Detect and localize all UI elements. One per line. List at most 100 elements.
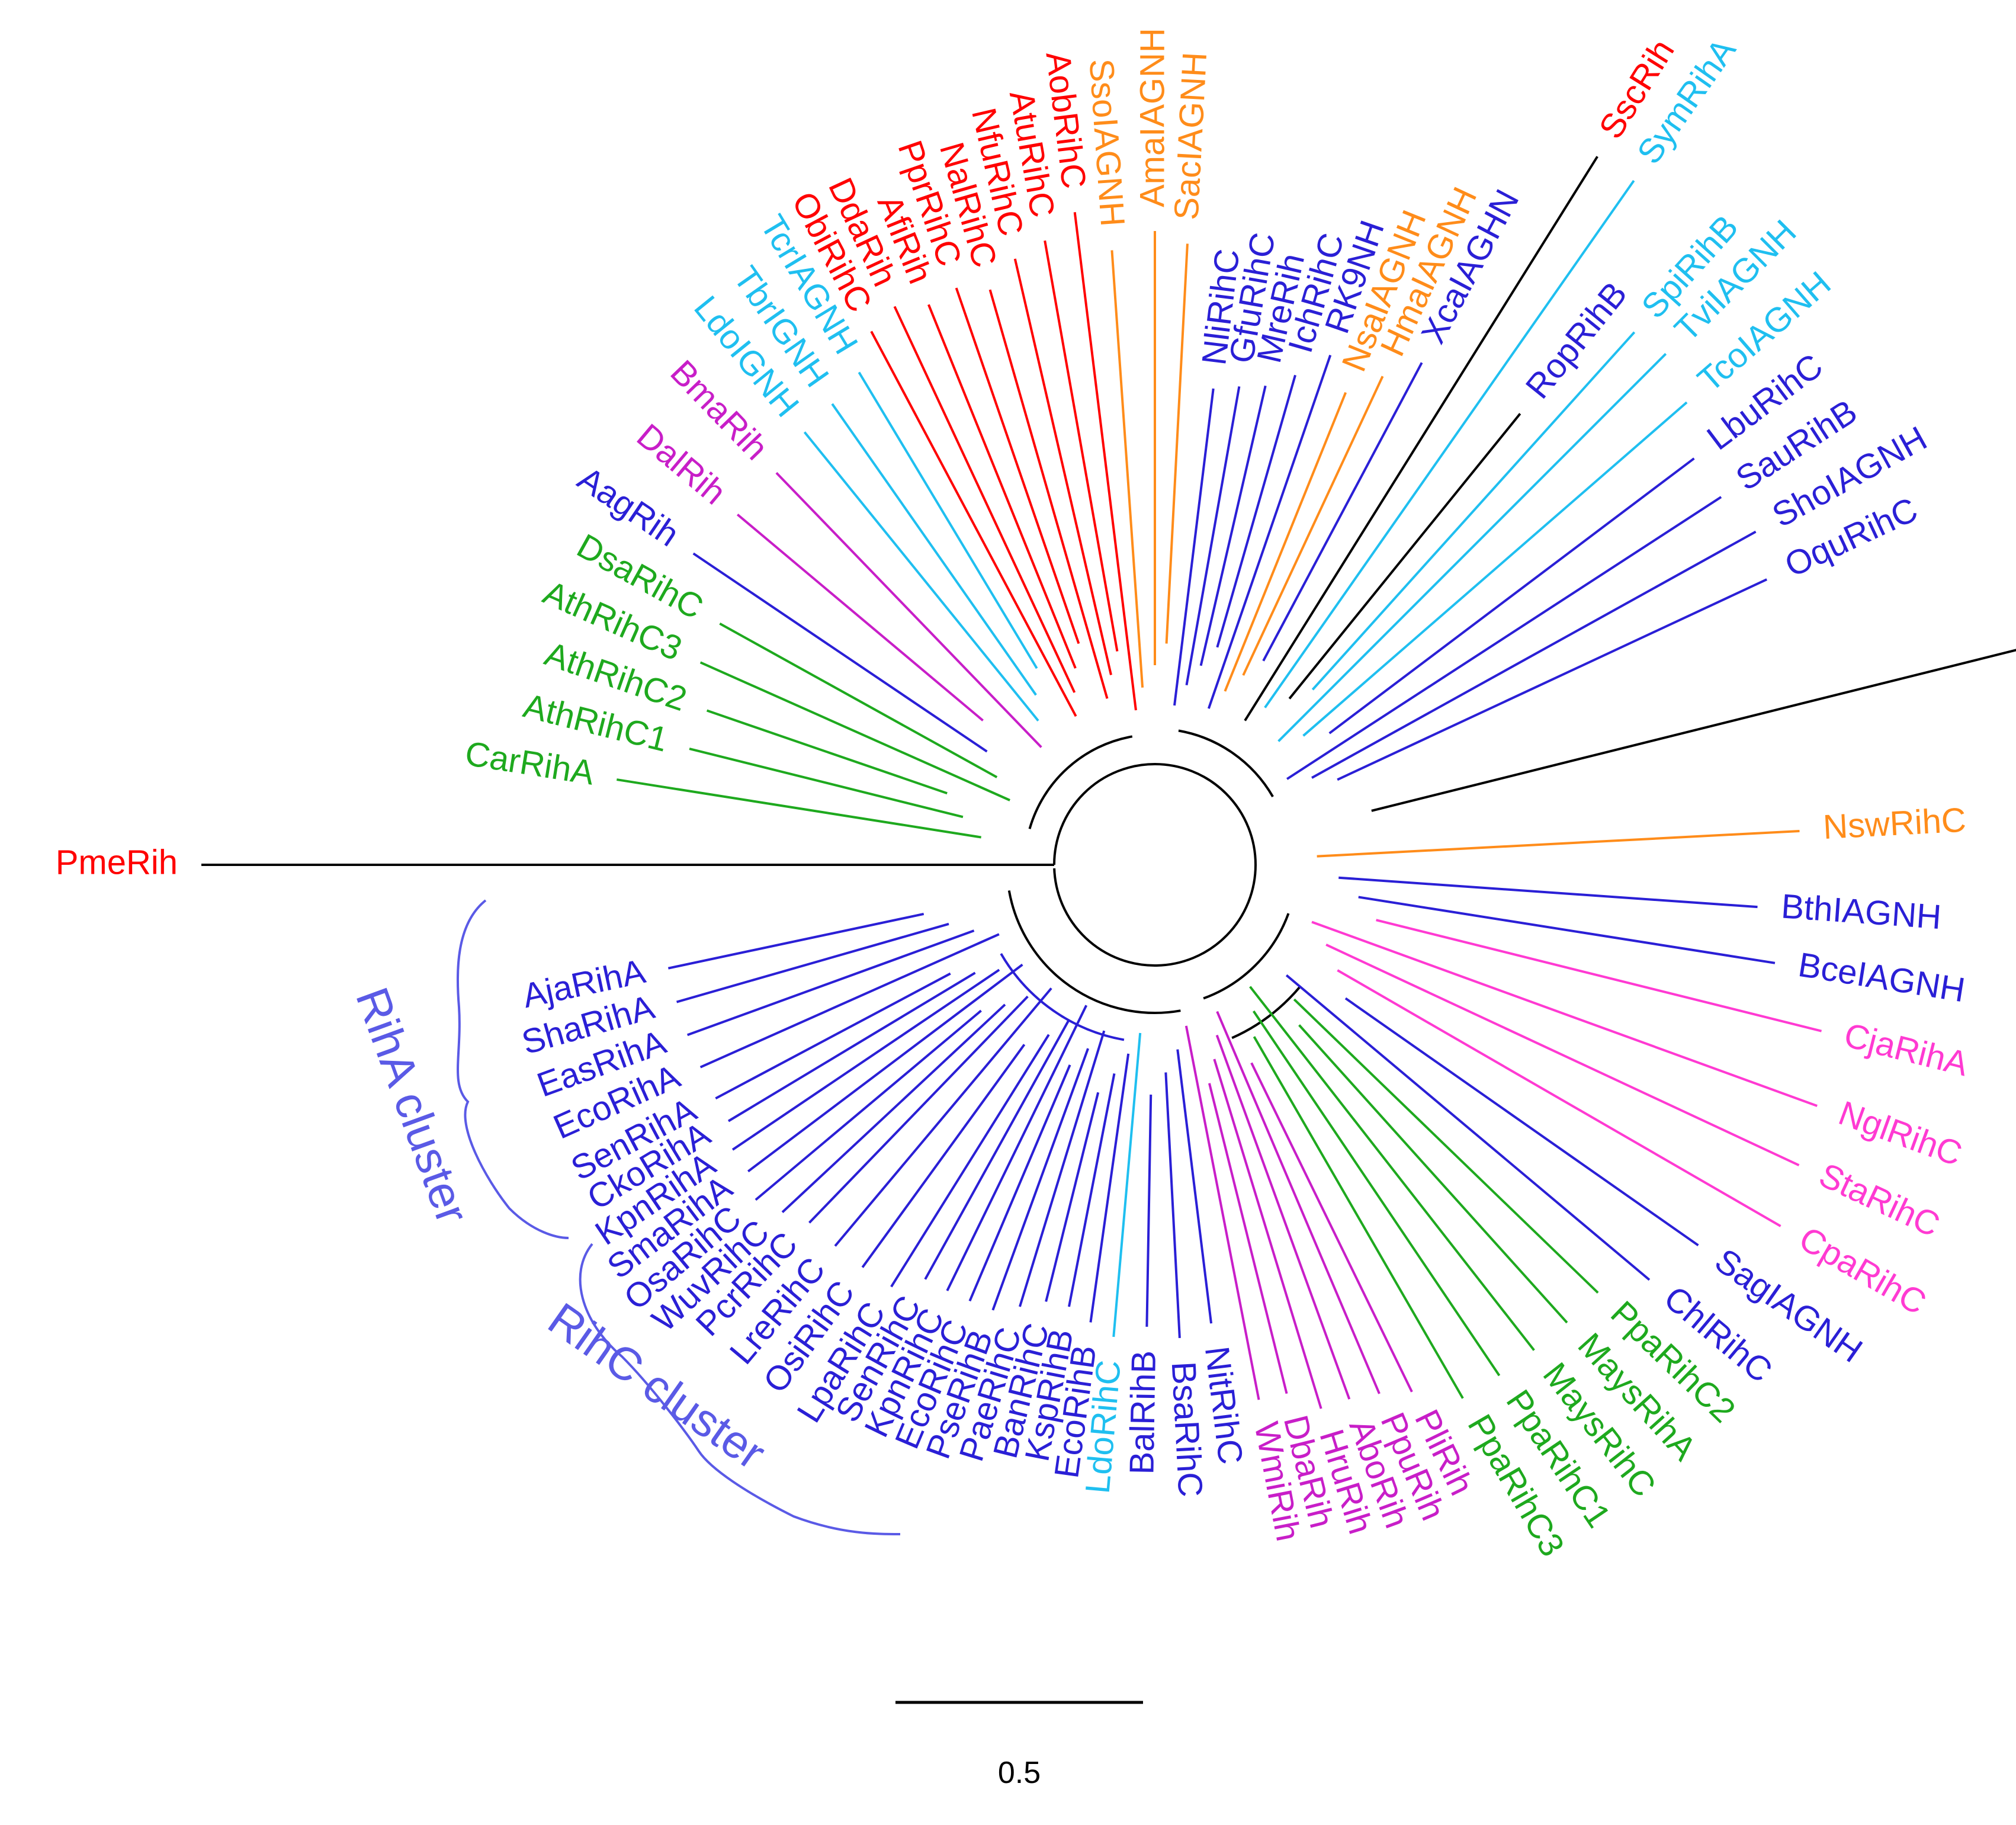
leaf-branch bbox=[667, 913, 924, 970]
scale-bar-label: 0.5 bbox=[998, 1756, 1041, 1790]
leaf-branch bbox=[727, 971, 976, 1122]
leaf-branch bbox=[1253, 1036, 1464, 1399]
leaf-branch bbox=[991, 1048, 1090, 1311]
leaf-branch bbox=[719, 623, 998, 778]
tree-arc bbox=[1203, 913, 1290, 1000]
leaf-branch bbox=[1216, 374, 1296, 648]
leaf-branch bbox=[692, 552, 988, 753]
leaf-branch bbox=[686, 929, 975, 1037]
leaf-branch bbox=[968, 1064, 1071, 1302]
leaf-branch bbox=[1044, 240, 1119, 652]
leaf-branch bbox=[689, 748, 964, 819]
leaf-labels: PmeRihCarRihAAthRihC1AthRihC2AthRihC3Dsa… bbox=[56, 28, 1972, 1563]
leaf-branch bbox=[1215, 1034, 1351, 1400]
leaf-branch bbox=[736, 514, 984, 721]
leaf-branch bbox=[1337, 578, 1768, 781]
leaf-label: BalRihB bbox=[1122, 1350, 1163, 1475]
leaf-branch bbox=[1302, 401, 1688, 737]
rihc-cluster-brace bbox=[579, 1243, 901, 1535]
leaf-branch bbox=[1338, 876, 1758, 909]
leaf-label: BthIAGNH bbox=[1780, 887, 1943, 936]
leaf-branch bbox=[1317, 829, 1800, 858]
leaf-branch bbox=[1311, 530, 1757, 779]
leaf-branch bbox=[1216, 1011, 1381, 1394]
tree-arc bbox=[1028, 735, 1133, 829]
leaf-branch bbox=[1298, 1024, 1568, 1324]
leaf-branch bbox=[831, 403, 1037, 696]
leaf-branch bbox=[890, 1034, 1050, 1288]
leaf-branch bbox=[927, 304, 1077, 669]
leaf-branch bbox=[1249, 986, 1535, 1351]
leaf-branch bbox=[1013, 258, 1112, 675]
leaf-branch bbox=[1145, 1094, 1153, 1327]
leaf-branch bbox=[706, 709, 948, 795]
leaf-label: BceIAGNH bbox=[1796, 945, 1967, 1010]
leaf-branch bbox=[870, 331, 1077, 717]
leaf-label: BsaRihC bbox=[1164, 1361, 1210, 1498]
leaf-branch bbox=[1262, 362, 1423, 662]
tree-arc bbox=[1178, 729, 1274, 798]
leaf-branch bbox=[1277, 352, 1667, 742]
leaf-branch bbox=[1213, 1059, 1322, 1409]
leaf-branch bbox=[1068, 1073, 1116, 1307]
leaf-branch bbox=[747, 963, 1023, 1173]
leaf-branch bbox=[1252, 1010, 1501, 1377]
leaf-branch bbox=[1110, 250, 1144, 688]
leaf-branch bbox=[1164, 1072, 1181, 1339]
leaf-branch bbox=[1293, 998, 1599, 1294]
leaf-branch bbox=[1089, 1053, 1130, 1323]
leaf-branch bbox=[1376, 919, 1822, 1032]
tree-arc bbox=[1053, 763, 1257, 865]
leaf-branch bbox=[808, 995, 1029, 1224]
leaf-branch bbox=[1073, 212, 1137, 711]
leaf-branch bbox=[858, 371, 1038, 669]
leaf-branch bbox=[1344, 997, 1699, 1247]
leaf-branch bbox=[893, 306, 1076, 693]
leaf-branch bbox=[781, 1003, 1006, 1213]
leaf-label: SacIAGNH bbox=[1167, 51, 1214, 221]
tree-branches bbox=[201, 156, 2016, 1409]
leaf-label: SsoIAGNH bbox=[1082, 57, 1132, 227]
leaf-branch bbox=[1311, 920, 1818, 1107]
leaf-branch bbox=[834, 987, 1052, 1247]
leaf-branch bbox=[955, 287, 1080, 644]
leaf-branch bbox=[1244, 156, 1598, 721]
leaf-branch bbox=[1285, 974, 1651, 1281]
leaf-branch bbox=[1173, 388, 1215, 706]
leaf-branch bbox=[946, 1005, 1088, 1291]
leaf-label: CjaRihA bbox=[1841, 1016, 1972, 1084]
leaf-branch bbox=[731, 968, 1000, 1151]
leaf-branch bbox=[775, 472, 1042, 748]
leaf-branch bbox=[676, 922, 949, 1003]
leaf-label: NglRihC bbox=[1834, 1093, 1967, 1173]
leaf-branch bbox=[1311, 331, 1636, 691]
leaf-branch bbox=[1165, 243, 1189, 644]
leaf-branch bbox=[755, 1009, 982, 1201]
leaf-branch bbox=[1207, 354, 1332, 709]
leaf-branch bbox=[1325, 944, 1800, 1166]
leaf-label: CarRihA bbox=[463, 734, 597, 793]
leaf-branch bbox=[1288, 413, 1521, 700]
leaf-branch bbox=[1371, 649, 2016, 812]
leaf-branch bbox=[1328, 457, 1695, 735]
leaf-branch bbox=[1184, 1025, 1260, 1400]
leaf-label: PmeRih bbox=[56, 843, 178, 881]
leaf-branch bbox=[1337, 969, 1781, 1227]
leaf-branch bbox=[1045, 1092, 1100, 1302]
tree-arc bbox=[1231, 986, 1301, 1040]
leaf-branch bbox=[861, 1044, 1026, 1268]
leaf-branch bbox=[1208, 1083, 1288, 1394]
leaf-branch bbox=[1286, 496, 1722, 780]
leaf-branch bbox=[1264, 179, 1635, 708]
leaf-branch bbox=[1199, 385, 1267, 666]
leaf-branch bbox=[1250, 1062, 1413, 1393]
leaf-branch bbox=[699, 933, 1000, 1069]
riha-cluster-brace bbox=[456, 899, 569, 1239]
leaf-branch bbox=[988, 289, 1109, 699]
tree-arc bbox=[1000, 952, 1125, 1041]
leaf-branch bbox=[924, 1020, 1070, 1280]
tree-arc bbox=[1053, 864, 1257, 967]
leaf-branch bbox=[617, 778, 981, 839]
leaf-branch bbox=[803, 431, 1039, 722]
